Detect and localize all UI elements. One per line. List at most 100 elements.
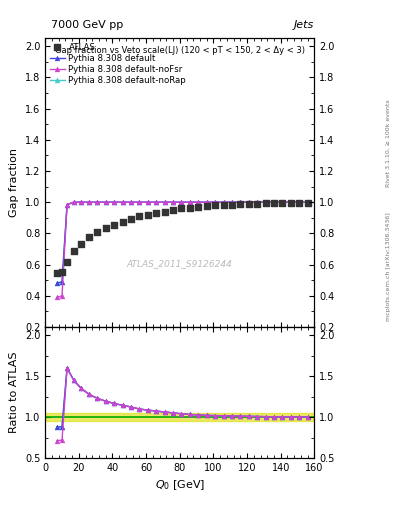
ATLAS [111, 221, 118, 229]
Pythia 8.308 default-noFsr [78, 199, 83, 205]
Pythia 8.308 default [112, 199, 117, 205]
Pythia 8.308 default [230, 199, 234, 205]
Pythia 8.308 default-noRap [112, 199, 117, 205]
Pythia 8.308 default-noRap [55, 280, 59, 286]
Pythia 8.308 default [288, 199, 293, 205]
Pythia 8.308 default-noRap [145, 199, 150, 205]
Pythia 8.308 default [145, 199, 150, 205]
Pythia 8.308 default-noFsr [196, 199, 201, 205]
ATLAS [71, 246, 77, 254]
ATLAS [187, 204, 193, 212]
Pythia 8.308 default-noRap [95, 199, 100, 205]
Pythia 8.308 default-noRap [129, 199, 133, 205]
Pythia 8.308 default-noFsr [213, 199, 217, 205]
Y-axis label: Ratio to ATLAS: Ratio to ATLAS [9, 352, 19, 433]
Pythia 8.308 default [196, 199, 201, 205]
Pythia 8.308 default-noRap [204, 199, 209, 205]
Pythia 8.308 default [297, 199, 301, 205]
ATLAS [153, 209, 160, 217]
Pythia 8.308 default-noRap [230, 199, 234, 205]
Pythia 8.308 default-noFsr [72, 199, 76, 205]
Pythia 8.308 default-noFsr [145, 199, 150, 205]
Pythia 8.308 default-noRap [103, 199, 108, 205]
ATLAS [119, 218, 126, 226]
Pythia 8.308 default-noFsr [246, 199, 251, 205]
Pythia 8.308 default-noFsr [221, 199, 226, 205]
Pythia 8.308 default-noRap [263, 199, 268, 205]
Pythia 8.308 default-noRap [288, 199, 293, 205]
Pythia 8.308 default [221, 199, 226, 205]
Pythia 8.308 default-noFsr [171, 199, 175, 205]
ATLAS [103, 224, 109, 232]
Pythia 8.308 default-noFsr [55, 294, 59, 301]
ATLAS [94, 228, 101, 236]
ATLAS [305, 199, 311, 207]
Pythia 8.308 default-noFsr [95, 199, 100, 205]
Pythia 8.308 default-noFsr [187, 199, 192, 205]
ATLAS [263, 199, 269, 207]
Pythia 8.308 default [78, 199, 83, 205]
Pythia 8.308 default [263, 199, 268, 205]
Pythia 8.308 default-noRap [162, 199, 167, 205]
Pythia 8.308 default-noRap [246, 199, 251, 205]
ATLAS [162, 207, 168, 216]
Pythia 8.308 default [129, 199, 133, 205]
ATLAS [288, 199, 294, 207]
Pythia 8.308 default-noRap [72, 199, 76, 205]
Pythia 8.308 default-noFsr [154, 199, 159, 205]
Y-axis label: Gap fraction: Gap fraction [9, 148, 19, 217]
ATLAS [178, 204, 185, 212]
Line: Pythia 8.308 default-noFsr: Pythia 8.308 default-noFsr [55, 200, 310, 300]
Pythia 8.308 default [55, 280, 59, 286]
Legend: ATLAS, Pythia 8.308 default, Pythia 8.308 default-noFsr, Pythia 8.308 default-no: ATLAS, Pythia 8.308 default, Pythia 8.30… [48, 41, 188, 87]
Pythia 8.308 default-noRap [137, 199, 142, 205]
Pythia 8.308 default-noRap [280, 199, 285, 205]
Pythia 8.308 default-noFsr [238, 199, 243, 205]
Pythia 8.308 default-noRap [187, 199, 192, 205]
Pythia 8.308 default-noRap [154, 199, 159, 205]
Line: Pythia 8.308 default: Pythia 8.308 default [55, 200, 310, 286]
Text: 7000 GeV pp: 7000 GeV pp [51, 19, 123, 30]
ATLAS [64, 258, 70, 266]
Pythia 8.308 default-noFsr [60, 293, 64, 299]
Pythia 8.308 default-noRap [255, 199, 259, 205]
Pythia 8.308 default-noFsr [305, 199, 310, 205]
Pythia 8.308 default-noFsr [230, 199, 234, 205]
Pythia 8.308 default [255, 199, 259, 205]
ATLAS [204, 202, 210, 210]
Pythia 8.308 default-noRap [305, 199, 310, 205]
Pythia 8.308 default-noFsr [137, 199, 142, 205]
ATLAS [220, 201, 227, 209]
X-axis label: $Q_0$ [GeV]: $Q_0$ [GeV] [154, 479, 205, 493]
Pythia 8.308 default-noRap [120, 199, 125, 205]
Text: Rivet 3.1.10, ≥ 100k events: Rivet 3.1.10, ≥ 100k events [386, 99, 391, 187]
Pythia 8.308 default-noRap [196, 199, 201, 205]
ATLAS [279, 199, 286, 207]
ATLAS [136, 212, 143, 220]
Pythia 8.308 default-noFsr [280, 199, 285, 205]
ATLAS [271, 199, 277, 207]
Pythia 8.308 default-noFsr [204, 199, 209, 205]
Pythia 8.308 default-noRap [86, 199, 91, 205]
Pythia 8.308 default-noFsr [129, 199, 133, 205]
Pythia 8.308 default-noFsr [263, 199, 268, 205]
Pythia 8.308 default-noFsr [288, 199, 293, 205]
Pythia 8.308 default [86, 199, 91, 205]
ATLAS [145, 210, 151, 219]
Pythia 8.308 default-noFsr [65, 202, 70, 208]
ATLAS [212, 201, 218, 209]
ATLAS [77, 240, 84, 248]
Pythia 8.308 default [238, 199, 243, 205]
Pythia 8.308 default [280, 199, 285, 205]
Pythia 8.308 default-noRap [65, 202, 70, 208]
Pythia 8.308 default-noRap [171, 199, 175, 205]
Pythia 8.308 default [60, 279, 64, 285]
ATLAS [54, 269, 60, 278]
Pythia 8.308 default [171, 199, 175, 205]
Pythia 8.308 default [162, 199, 167, 205]
Pythia 8.308 default-noFsr [272, 199, 276, 205]
Pythia 8.308 default [95, 199, 100, 205]
Bar [45, 413, 314, 421]
Pythia 8.308 default-noRap [221, 199, 226, 205]
Line: Pythia 8.308 default-noRap: Pythia 8.308 default-noRap [55, 200, 310, 286]
